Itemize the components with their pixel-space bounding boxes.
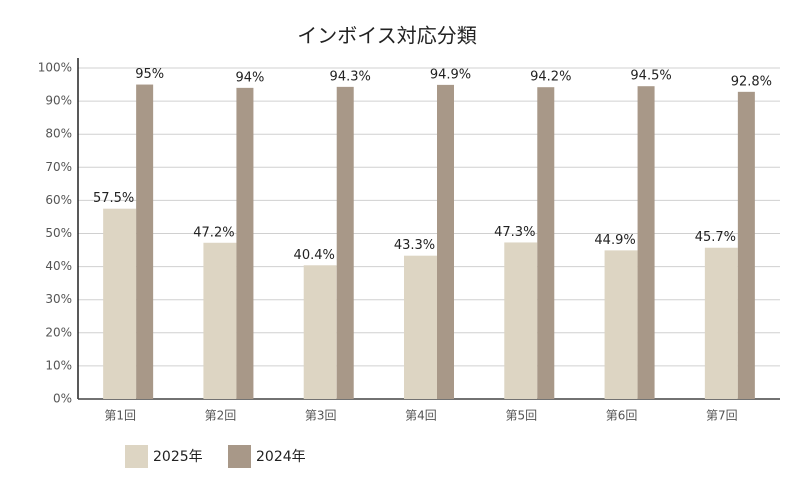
- y-tick-label: 60%: [45, 193, 72, 207]
- x-tick-label: 第1回: [104, 409, 136, 423]
- value-label: 43.3%: [394, 238, 435, 253]
- bar: [537, 87, 555, 399]
- x-tick-label: 第2回: [205, 409, 237, 423]
- value-label: 94%: [235, 70, 264, 85]
- y-tick-label: 10%: [45, 358, 72, 372]
- legend-label: 2025年: [153, 449, 203, 465]
- bar: [437, 84, 454, 400]
- bar: [504, 242, 538, 399]
- y-tick-label: 70%: [45, 160, 72, 174]
- bar: [737, 91, 755, 399]
- bar: [336, 86, 354, 399]
- bar: [103, 208, 137, 399]
- value-label: 44.9%: [594, 233, 635, 248]
- bar: [637, 86, 655, 399]
- x-tick-label: 第7回: [706, 409, 738, 423]
- value-label: 57.5%: [93, 191, 134, 206]
- x-tick-label: 第3回: [305, 409, 337, 423]
- x-tick-label: 第4回: [405, 409, 437, 423]
- value-label: 45.7%: [695, 230, 736, 245]
- legend-swatch: [228, 445, 251, 468]
- legend-swatch: [125, 445, 148, 468]
- bar: [136, 84, 154, 400]
- bar: [604, 250, 638, 399]
- x-tick-label: 第5回: [505, 409, 537, 423]
- y-tick-label: 0%: [53, 392, 72, 406]
- bar: [704, 247, 738, 399]
- bar: [303, 265, 337, 399]
- legend-label: 2024年: [256, 449, 306, 465]
- value-label: 47.3%: [494, 225, 535, 240]
- value-label: 47.2%: [193, 225, 234, 240]
- value-label: 95%: [135, 67, 164, 82]
- chart-title: インボイス対応分類: [297, 24, 476, 48]
- x-tick-label: 第6回: [606, 409, 638, 423]
- value-label: 94.9%: [430, 67, 471, 82]
- y-tick-label: 100%: [38, 61, 72, 75]
- y-tick-label: 40%: [45, 259, 72, 273]
- value-label: 94.3%: [330, 69, 371, 84]
- bar: [203, 242, 237, 399]
- value-label: 94.5%: [630, 69, 671, 84]
- value-label: 40.4%: [294, 248, 335, 263]
- y-tick-label: 50%: [45, 226, 72, 240]
- value-label: 94.2%: [530, 70, 571, 85]
- bar: [236, 87, 254, 400]
- value-label: 92.8%: [731, 74, 772, 89]
- y-tick-label: 20%: [45, 325, 72, 339]
- y-tick-label: 90%: [45, 94, 72, 108]
- bar: [404, 255, 437, 399]
- y-tick-label: 30%: [45, 292, 72, 306]
- y-tick-label: 80%: [45, 127, 72, 141]
